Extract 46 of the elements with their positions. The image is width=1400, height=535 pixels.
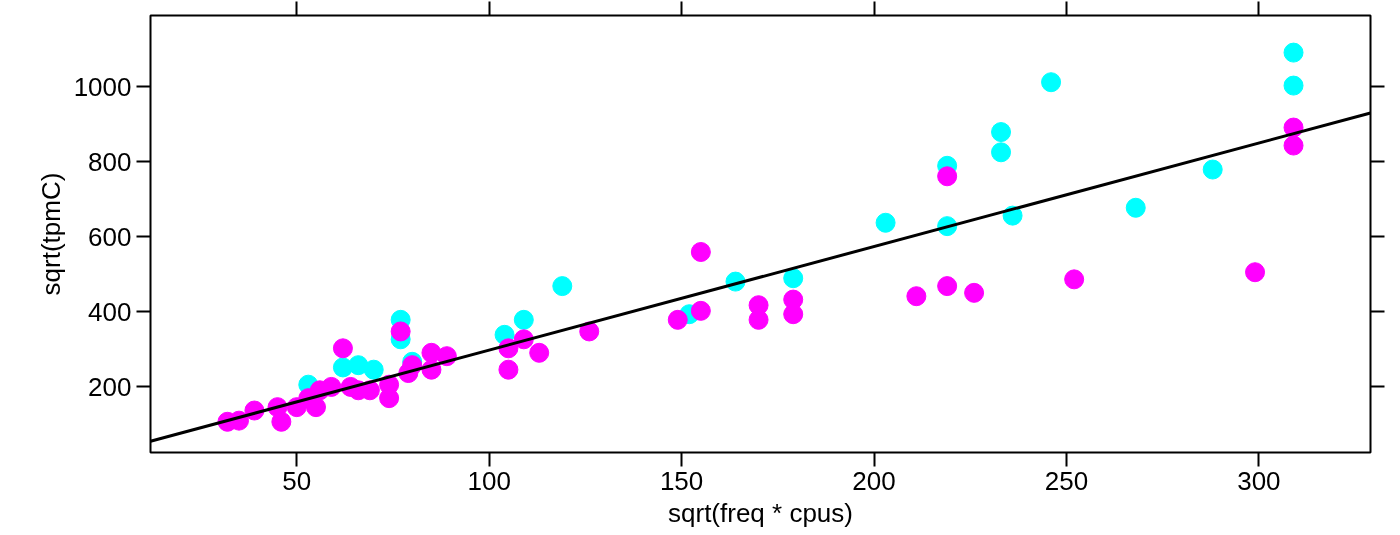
x-tick-label: 250 — [1044, 465, 1089, 496]
y-tick-label: 800 — [88, 146, 132, 177]
x-tick-label: 200 — [852, 465, 896, 496]
x-axis-title: sqrt(freq * cpus) — [668, 497, 853, 528]
point — [991, 142, 1012, 163]
point — [937, 166, 958, 187]
point — [1283, 75, 1304, 96]
point — [1041, 72, 1062, 93]
point — [1202, 159, 1223, 180]
point — [690, 300, 711, 321]
point — [1245, 262, 1266, 283]
point — [1283, 135, 1304, 156]
point — [271, 411, 292, 432]
point — [964, 282, 985, 303]
y-tick-label: 200 — [88, 371, 132, 402]
point — [667, 309, 688, 330]
y-tick-label: 400 — [88, 296, 132, 327]
point — [498, 359, 519, 380]
point — [348, 355, 369, 376]
point — [529, 342, 550, 363]
point — [991, 122, 1012, 143]
point — [783, 268, 804, 289]
x-tick-label: 100 — [467, 465, 511, 496]
point — [1283, 42, 1304, 63]
point — [379, 388, 400, 409]
point — [332, 338, 353, 359]
point — [906, 286, 927, 307]
point — [579, 321, 600, 342]
y-tick-label: 600 — [88, 221, 132, 252]
point — [1125, 197, 1146, 218]
point — [690, 242, 711, 262]
point — [748, 309, 769, 330]
x-tick-label: 150 — [659, 465, 704, 496]
point — [552, 276, 573, 297]
x-tick-label: 300 — [1237, 465, 1281, 496]
y-tick-label: 1000 — [73, 71, 132, 102]
x-tick-label: 50 — [282, 465, 312, 496]
point — [937, 276, 958, 297]
point — [513, 309, 534, 330]
point — [783, 304, 804, 325]
y-axis-title: sqrt(tpmC) — [35, 172, 66, 296]
point — [390, 321, 411, 342]
point — [875, 212, 896, 233]
point — [305, 397, 326, 418]
point — [363, 359, 384, 380]
point — [1064, 269, 1085, 290]
